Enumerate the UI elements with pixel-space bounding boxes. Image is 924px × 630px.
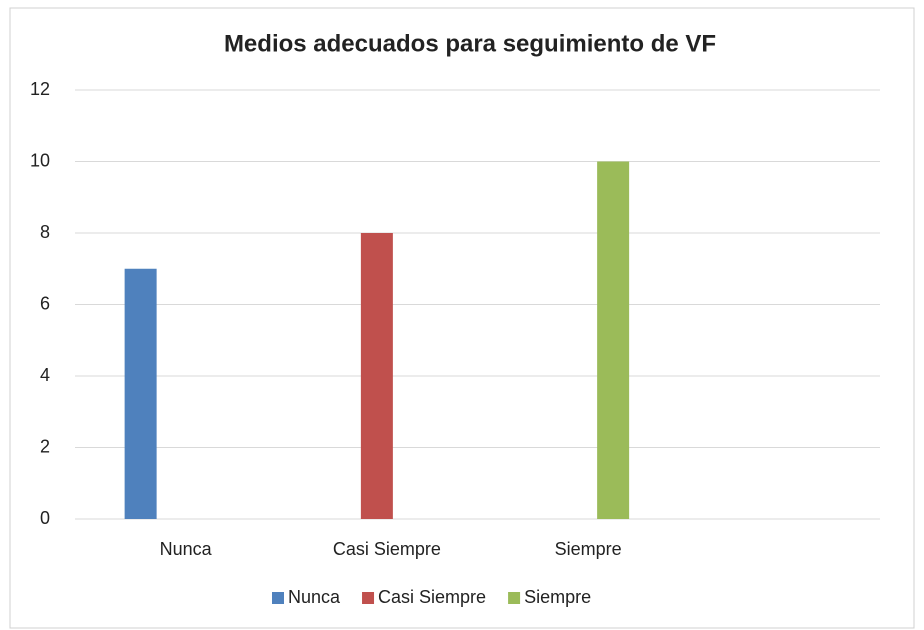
bar <box>124 268 157 519</box>
y-tick-label: 4 <box>40 365 50 385</box>
legend-label: Siempre <box>524 587 591 607</box>
bar <box>360 233 393 519</box>
legend-label: Nunca <box>288 587 341 607</box>
x-tick-label: Casi Siempre <box>333 539 441 559</box>
x-tick-label: Siempre <box>555 539 622 559</box>
y-tick-label: 8 <box>40 222 50 242</box>
legend-label: Casi Siempre <box>378 587 486 607</box>
chart-border <box>9 7 915 629</box>
y-tick-label: 12 <box>30 79 50 99</box>
legend-swatch <box>508 592 521 604</box>
legend-swatch <box>362 592 375 604</box>
legend-swatch <box>272 592 284 604</box>
bar <box>597 161 630 519</box>
chart-title: Medios adecuados para seguimiento de VF <box>224 30 716 57</box>
x-tick-label: Nunca <box>160 539 213 559</box>
y-tick-label: 10 <box>30 150 50 170</box>
y-tick-label: 2 <box>40 436 50 456</box>
y-tick-label: 0 <box>40 508 50 528</box>
y-tick-label: 6 <box>40 293 50 313</box>
